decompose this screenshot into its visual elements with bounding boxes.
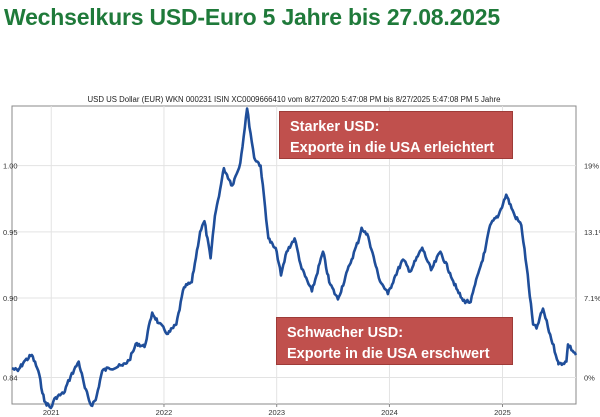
y-tick-label-right: 7.1% [584,294,600,303]
callout-weak-usd: Schwacher USD: Exporte in die USA erschw… [276,317,513,365]
chart-title: USD US Dollar (EUR) WKN 000231 ISIN XC00… [87,95,500,104]
y-tick-label-right: 13.1% [584,228,600,237]
callout-strong-title: Starker USD: [290,119,380,135]
y-tick-label-left: 0.95 [3,228,18,237]
y-tick-label-left: 1.00 [3,162,18,171]
callout-strong-text: Exporte in die USA erleichtert [290,140,495,156]
x-tick-label: 2023 [268,408,285,417]
series-line [11,107,578,410]
x-tick-label: 2024 [381,408,398,417]
callout-strong-usd: Starker USD: Exporte in die USA erleicht… [279,111,513,159]
series-layer [11,107,578,410]
x-tick-label: 2025 [494,408,511,417]
y-tick-label-left: 0.90 [3,294,18,303]
page-title: Wechselkurs USD-Euro 5 Jahre bis 27.08.2… [4,4,500,30]
axis-ticks: 0.84 0% 0.90 7.1% 0.95 13.1% 1.00 19% 2021 2022 20… [3,162,600,417]
y-tick-label-right: 19% [584,162,599,171]
x-tick-label: 2021 [43,408,60,417]
callout-weak-title: Schwacher USD: [287,325,404,341]
callout-weak-text: Exporte in die USA erschwert [287,346,490,362]
x-tick-label: 2022 [156,408,173,417]
y-tick-label-right: 0% [584,374,595,383]
y-tick-label-left: 0.84 [3,374,18,383]
